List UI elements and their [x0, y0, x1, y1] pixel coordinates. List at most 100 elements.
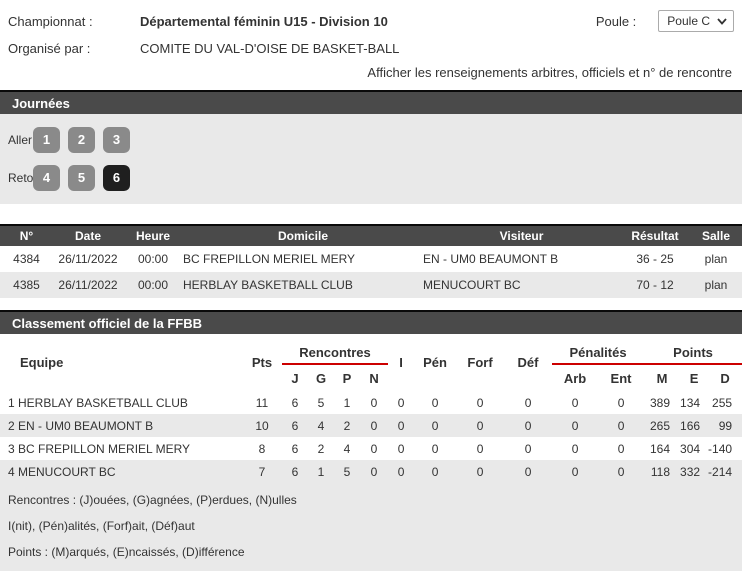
team-pen: 0	[431, 418, 439, 433]
team-d: -214	[708, 464, 733, 479]
team-p: 1	[343, 395, 351, 410]
team-g: 5	[317, 395, 325, 410]
team-i: 0	[397, 464, 405, 479]
match-time: 00:00	[137, 252, 169, 266]
chevron-down-icon	[717, 17, 727, 25]
team-pts: 7	[258, 464, 266, 479]
journees-section-bar: Journées	[0, 90, 742, 114]
team-j: 6	[291, 464, 299, 479]
journee-button-3[interactable]: 3	[103, 126, 130, 153]
team-ent: 0	[617, 395, 625, 410]
col-header-visiteur: Visiteur	[499, 229, 544, 243]
away-team: EN - UM0 BEAUMONT B	[423, 252, 559, 266]
team-pen: 0	[431, 441, 439, 456]
journees-aller-row: Aller 1 2 3	[0, 126, 742, 153]
championnat-value: Départemental féminin U15 - Division 10	[140, 13, 388, 29]
standing-row: 2 EN - UM0 BEAUMONT B 10 6 4 2 0 0 0 0 0…	[0, 414, 742, 437]
home-team: BC FREPILLON MERIEL MERY	[183, 252, 356, 266]
team-pen: 0	[431, 464, 439, 479]
results-table: N° Date Heure Domicile Visiteur Résultat…	[0, 224, 742, 298]
salle-plan-link[interactable]: plan	[704, 278, 728, 292]
col-header-date: Date	[74, 229, 101, 243]
col-header-resultat: Résultat	[631, 229, 679, 243]
col-header-domicile: Domicile	[277, 229, 328, 243]
team-name: 4 MENUCOURT BC	[8, 464, 116, 479]
team-ent: 0	[617, 418, 625, 433]
match-date: 26/11/2022	[58, 252, 118, 266]
poule-select[interactable]: Poule C	[658, 10, 734, 32]
journee-button-1[interactable]: 1	[33, 126, 60, 153]
col-header-equipe: Equipe	[20, 355, 64, 370]
team-m: 164	[650, 441, 671, 456]
standing-row: 1 HERBLAY BASKETBALL CLUB 11 6 5 1 0 0 0…	[0, 391, 742, 414]
journee-button-5[interactable]: 5	[68, 164, 95, 191]
team-name: 1 HERBLAY BASKETBALL CLUB	[8, 395, 188, 410]
group-header-penalites: Pénalités	[552, 334, 645, 365]
classement-title: Classement officiel de la FFBB	[12, 315, 202, 331]
team-ent: 0	[617, 464, 625, 479]
legend-points: Points : (M)arqués, (E)ncaissés, (D)iffé…	[8, 545, 245, 559]
classement-table: Equipe Pts Rencontres I Pén Forf Déf Pén…	[0, 334, 742, 483]
classement-section-bar: Classement officiel de la FFBB	[0, 310, 742, 334]
journees-body: Aller 1 2 3 Retour 4 5 6	[0, 114, 742, 204]
afficher-renseignements-link[interactable]: Afficher les renseignements arbitres, of…	[367, 65, 732, 80]
team-forf: 0	[476, 395, 484, 410]
team-p: 2	[343, 418, 351, 433]
team-e: 166	[680, 418, 701, 433]
match-time: 00:00	[137, 278, 169, 292]
aller-label: Aller	[8, 132, 33, 147]
journee-button-4[interactable]: 4	[33, 164, 60, 191]
match-number: 4384	[13, 252, 40, 266]
classement-group-header-row: Equipe Pts Rencontres I Pén Forf Déf Pén…	[0, 334, 742, 370]
team-pts: 11	[255, 395, 269, 410]
classement-legend: Rencontres : (J)ouées, (G)agnées, (P)erd…	[0, 483, 742, 571]
col-header-arb: Arb	[563, 370, 587, 386]
team-d: -140	[708, 441, 733, 456]
team-e: 304	[680, 441, 701, 456]
team-ent: 0	[617, 441, 625, 456]
team-forf: 0	[476, 464, 484, 479]
team-def: 0	[524, 464, 532, 479]
team-forf: 0	[476, 441, 484, 456]
group-header-rencontres: Rencontres	[282, 334, 389, 365]
team-pen: 0	[431, 395, 439, 410]
legend-rencontres: Rencontres : (J)ouées, (G)agnées, (P)erd…	[8, 493, 297, 507]
match-score: 36 - 25	[636, 252, 674, 266]
standing-row: 3 BC FREPILLON MERIEL MERY 8 6 2 4 0 0 0…	[0, 437, 742, 460]
team-def: 0	[524, 418, 532, 433]
col-header-pen: Pén	[423, 355, 447, 370]
team-pts: 8	[258, 441, 266, 456]
col-header-e: E	[689, 370, 699, 386]
results-header-row: N° Date Heure Domicile Visiteur Résultat…	[0, 225, 742, 246]
team-arb: 0	[571, 464, 579, 479]
journees-title: Journées	[12, 95, 70, 111]
team-m: 118	[650, 464, 671, 479]
team-arb: 0	[571, 418, 579, 433]
team-arb: 0	[571, 395, 579, 410]
salle-plan-link[interactable]: plan	[704, 252, 728, 266]
team-n: 0	[370, 441, 378, 456]
classement-sub-header-row: J G P N Arb Ent M E D	[0, 364, 742, 391]
team-pts: 10	[255, 418, 269, 433]
group-header-points: Points	[644, 334, 742, 365]
col-header-pts: Pts	[251, 355, 273, 370]
journee-button-2[interactable]: 2	[68, 126, 95, 153]
team-def: 0	[524, 441, 532, 456]
journee-button-6-selected[interactable]: 6	[103, 164, 130, 191]
col-header-g: G	[315, 370, 327, 386]
retour-label: Retour	[8, 170, 45, 185]
col-header-forf: Forf	[467, 355, 493, 370]
col-header-j: J	[291, 370, 299, 386]
team-name: 3 BC FREPILLON MERIEL MERY	[8, 441, 191, 456]
team-j: 6	[291, 418, 299, 433]
team-def: 0	[524, 395, 532, 410]
team-m: 265	[650, 418, 671, 433]
team-j: 6	[291, 441, 299, 456]
team-arb: 0	[571, 441, 579, 456]
team-j: 6	[291, 395, 299, 410]
team-i: 0	[397, 418, 405, 433]
match-number: 4385	[13, 278, 40, 292]
col-header-heure: Heure	[135, 229, 170, 243]
team-n: 0	[370, 418, 378, 433]
result-row: 4385 26/11/2022 00:00 HERBLAY BASKETBALL…	[0, 272, 742, 298]
